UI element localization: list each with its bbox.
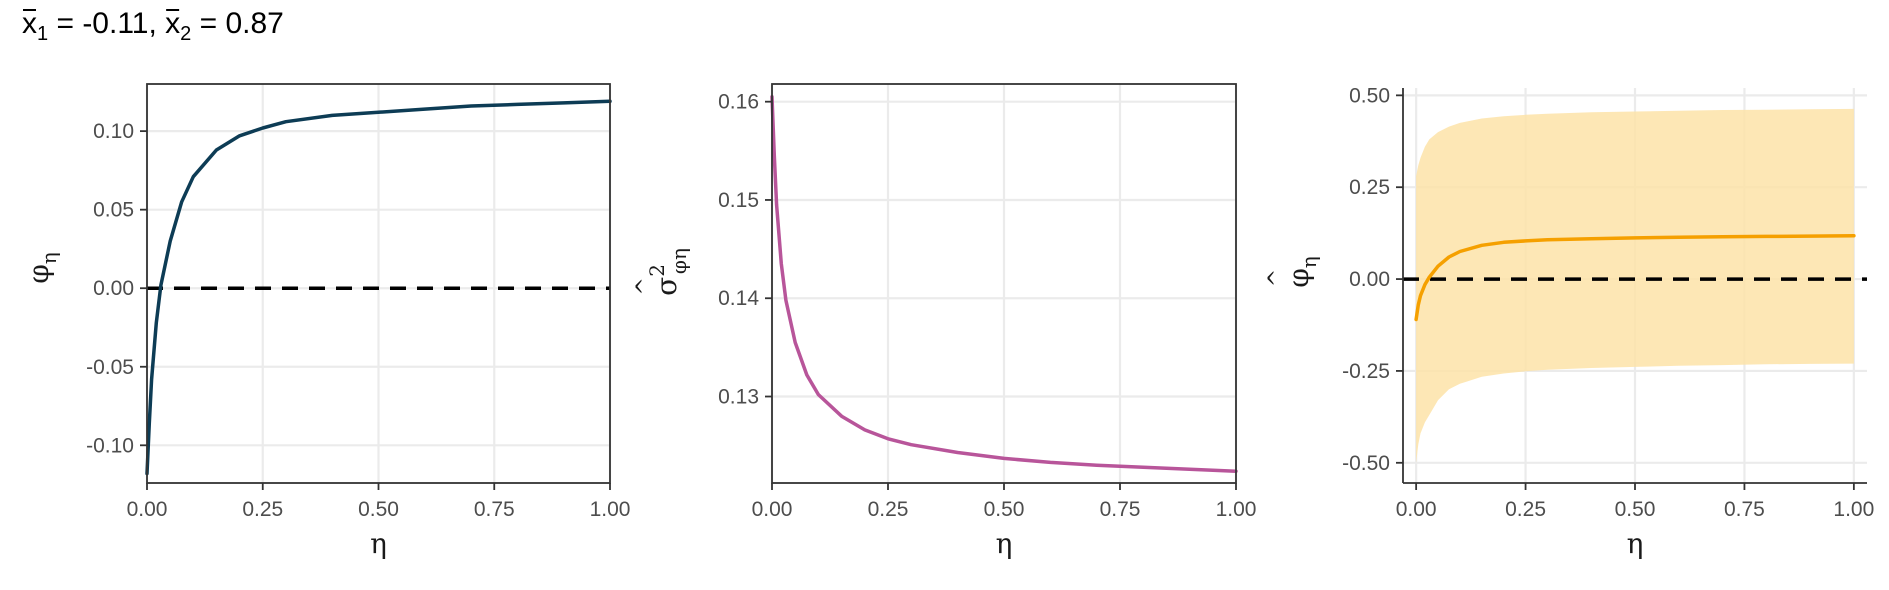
x-tick-label: 0.50 xyxy=(984,498,1025,521)
y-tick-label: -0.10 xyxy=(86,434,134,457)
y-tick-label: 0.25 xyxy=(1349,176,1390,199)
x-axis-title: η xyxy=(370,527,387,560)
panel-3: 0.00 0.25 0.50 0.75 1.00 -0.50 -0.25 0.00 0.25 0.… xyxy=(1265,84,1874,560)
x-tick-label: 0.75 xyxy=(1100,498,1141,521)
y-axis-title-sub: φη xyxy=(667,248,691,274)
y-tick-label: 0.10 xyxy=(93,120,134,143)
y-tick-label: 0.13 xyxy=(718,386,759,409)
y-tick-label: 0.14 xyxy=(718,287,759,310)
y-tick-label: 0.16 xyxy=(718,91,759,114)
x-tick-label: 0.25 xyxy=(868,498,909,521)
y-tick-label: -0.25 xyxy=(1342,360,1390,383)
series-line xyxy=(1414,233,1856,322)
y-axis-title-text: σ2φη xyxy=(645,248,691,296)
figure-title: x1 = -0.11, x2 = 0.87 xyxy=(22,7,284,45)
series-line xyxy=(145,99,612,476)
x-axis-title: η xyxy=(1627,527,1644,560)
y-axis-title: φη^ xyxy=(1265,256,1321,288)
y-tick-label: 0.00 xyxy=(1349,268,1390,291)
title-sub2: 2 xyxy=(180,23,191,45)
panel-2: 0.00 0.25 0.50 0.75 1.00 0.13 0.14 0.15 0.16 η σ2φ… xyxy=(633,83,1257,560)
x-tick-label: 0.50 xyxy=(358,498,399,521)
x-tick-label: 1.00 xyxy=(1833,498,1874,521)
x-tick-label: 0.00 xyxy=(752,498,793,521)
y-axis-title-sub: η xyxy=(1297,256,1321,268)
y-axis-title-sup: 2 xyxy=(645,264,669,277)
y-axis-title-hat: ^ xyxy=(1265,269,1290,287)
y-axis-title-text: φη xyxy=(1282,256,1321,288)
y-axis-title-text: φη xyxy=(22,252,61,284)
y-axis-title: φη xyxy=(22,252,61,284)
x-tick-label: 0.25 xyxy=(242,498,283,521)
y-axis-title-sub: η xyxy=(37,252,61,264)
panel-1: 0.00 0.25 0.50 0.75 1.00 -0.10 -0.05 0.00 0.05 0.… xyxy=(22,83,631,560)
confidence-band xyxy=(1416,108,1854,463)
x-tick-label: 1.00 xyxy=(1216,498,1257,521)
x-tick-label: 0.75 xyxy=(1724,498,1765,521)
y-axis-title: σ2φη^ xyxy=(633,248,691,296)
x-tick-label: 0.00 xyxy=(1396,498,1437,521)
x-tick-label: 0.25 xyxy=(1505,498,1546,521)
title-xbar2: x xyxy=(165,7,180,40)
y-tick-label: 0.05 xyxy=(93,199,134,222)
y-tick-label: 0.00 xyxy=(93,277,134,300)
x-tick-label: 0.75 xyxy=(474,498,515,521)
y-tick-label: -0.05 xyxy=(86,356,134,379)
y-tick-label: 0.15 xyxy=(718,189,759,212)
title-part2: = 0.87 xyxy=(191,7,284,40)
x-axis-title: η xyxy=(996,527,1013,560)
y-axis-title-base: φ xyxy=(22,264,55,284)
title-part1: = -0.11, xyxy=(48,7,165,40)
series-line xyxy=(770,95,1238,473)
x-tick-label: 0.00 xyxy=(127,498,168,521)
y-tick-label: 0.50 xyxy=(1349,84,1390,107)
title-xbar1: x xyxy=(22,7,37,40)
title-sub1: 1 xyxy=(37,23,48,45)
y-axis-title-base: σ xyxy=(650,277,683,296)
y-axis-title-base: φ xyxy=(1282,268,1315,288)
y-axis-title-hat: ^ xyxy=(633,277,658,295)
x-tick-label: 0.50 xyxy=(1615,498,1656,521)
x-tick-label: 1.00 xyxy=(590,498,631,521)
y-tick-label: -0.50 xyxy=(1342,452,1390,475)
